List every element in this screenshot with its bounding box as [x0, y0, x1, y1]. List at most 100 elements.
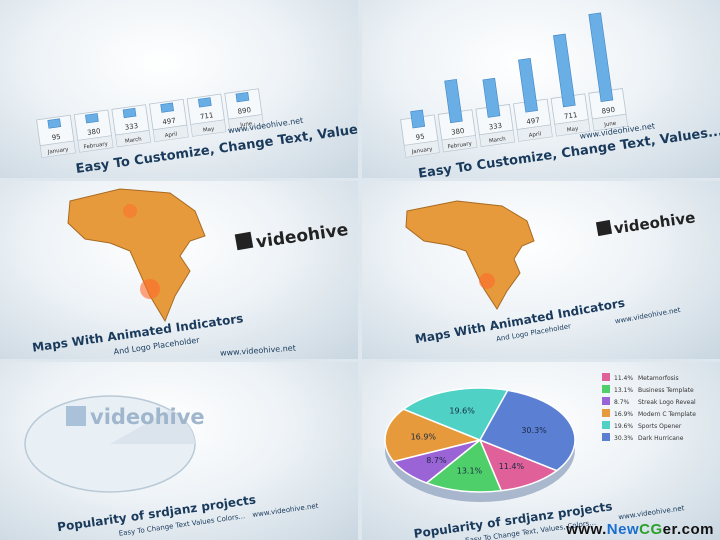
legend-pct: 30.3% — [614, 435, 633, 442]
bar — [197, 97, 212, 108]
bar-value: 333 — [488, 122, 502, 132]
bar — [482, 77, 501, 118]
legend-pct: 13.1% — [614, 387, 633, 394]
bar — [160, 102, 174, 113]
month-label: May — [203, 126, 216, 134]
logo-text-2: videohive — [613, 208, 697, 237]
pie-slice-label: 13.1% — [457, 467, 483, 476]
legend-name: Dark Hurricane — [638, 435, 684, 442]
bar — [588, 12, 614, 102]
month-label: January — [46, 147, 69, 156]
footer-c: CG — [639, 521, 663, 538]
bar — [47, 118, 62, 129]
bar — [410, 109, 426, 129]
legend-pct: 8.7% — [614, 399, 630, 406]
legend-pct: 11.4% — [614, 375, 633, 382]
month-label: April — [164, 131, 178, 139]
map-indicator-3 — [479, 273, 495, 289]
pie-slice — [478, 389, 576, 472]
bar — [85, 113, 99, 124]
panel-pie-colored: 11.4% 13.1% 8.7% 16.9% 19.6% 30.3% 11.4% Metam… — [362, 362, 720, 540]
month-label: February — [83, 141, 109, 150]
bar-value: 497 — [526, 116, 540, 126]
map-url: www.videohive.net — [220, 344, 296, 358]
glass-slice-cut — [110, 410, 195, 444]
month-box — [228, 114, 265, 132]
bar-value: 380 — [87, 127, 101, 137]
month-label: January — [410, 146, 433, 155]
logo-text: videohive — [255, 220, 350, 253]
pie-slice — [478, 438, 559, 492]
bar-value: 890 — [601, 106, 615, 116]
legend-pct: 19.6% — [614, 423, 633, 430]
month-label: April — [528, 131, 542, 139]
logo-mark — [234, 231, 254, 251]
bar-value: 95 — [415, 133, 425, 142]
bar-value: 380 — [451, 127, 465, 137]
legend-swatch — [602, 385, 610, 393]
pie-slice-label: 11.4% — [499, 462, 525, 471]
bar — [553, 33, 576, 108]
pie-slice — [402, 387, 509, 441]
month-box — [592, 113, 629, 132]
africa-map-2 — [405, 200, 535, 310]
footer-watermark: www.NewCGer.com — [566, 521, 714, 538]
bar-value: 333 — [124, 122, 138, 132]
bar-value: 711 — [564, 111, 578, 121]
panel-bar-flat: 95 January 380 February 333 March 497 April 711 M… — [0, 0, 358, 178]
logo-mark-2 — [595, 219, 613, 237]
pie-url-2: www.videohive.net — [618, 504, 685, 521]
legend-name: Streak Logo Reveal — [638, 399, 696, 406]
bar-value: 497 — [162, 117, 176, 127]
footer-prefix: www. — [566, 521, 607, 538]
pie-slice — [384, 408, 483, 463]
legend-swatch — [602, 397, 610, 405]
legend-name: Metamorfosis — [638, 375, 679, 382]
pie-slice-label: 16.9% — [411, 433, 437, 442]
pie-slice-label: 19.6% — [449, 406, 475, 415]
panel-map-1: videohive Maps With Animated Indicators … — [0, 181, 358, 359]
month-label: February — [447, 141, 473, 150]
legend-name: Sports Opener — [638, 423, 682, 430]
bar — [122, 107, 137, 119]
month-label: June — [239, 121, 253, 129]
month-box — [77, 135, 114, 153]
month-box — [39, 140, 76, 158]
month-label: May — [567, 126, 580, 134]
month-label: March — [125, 136, 143, 144]
panel-bar-grown: 95 January 380 February 333 March 497 April 711 M… — [362, 0, 720, 178]
legend-pct: 16.9% — [614, 411, 633, 418]
month-label: March — [489, 136, 507, 144]
panel-map-2: videohive Maps With Animated Indicators … — [362, 181, 720, 359]
logo-mark-3 — [66, 406, 86, 426]
legend-swatch — [602, 421, 610, 429]
bar-value: 95 — [51, 133, 61, 142]
bar — [235, 91, 250, 103]
map-indicator-2 — [123, 204, 137, 218]
pie-slice-label: 8.7% — [426, 456, 447, 465]
month-box — [479, 129, 516, 148]
footer-suffix: er.com — [662, 521, 714, 538]
legend-name: Modern C Template — [638, 411, 696, 418]
panel-pie-glass: videohive Popularity of srdjanz projects… — [0, 362, 358, 540]
month-box — [441, 135, 478, 153]
africa-map — [67, 188, 206, 323]
legend-name: Business Template — [638, 387, 694, 394]
pie-url: www.videohive.net — [252, 502, 319, 519]
legend-swatch — [602, 409, 610, 417]
logo-text-3: videohive — [90, 405, 205, 429]
month-label: June — [603, 121, 617, 129]
bar — [518, 58, 538, 113]
bar-value: 890 — [237, 106, 251, 116]
month-box — [190, 119, 227, 137]
pie-slice — [425, 438, 503, 493]
pie-slice-label: 30.3% — [521, 426, 547, 435]
month-box — [115, 130, 152, 148]
month-box — [403, 140, 440, 158]
footer-n: New — [606, 521, 640, 538]
bar — [444, 79, 463, 124]
month-box — [152, 124, 189, 143]
month-box — [516, 124, 553, 142]
map-indicator — [140, 279, 160, 299]
